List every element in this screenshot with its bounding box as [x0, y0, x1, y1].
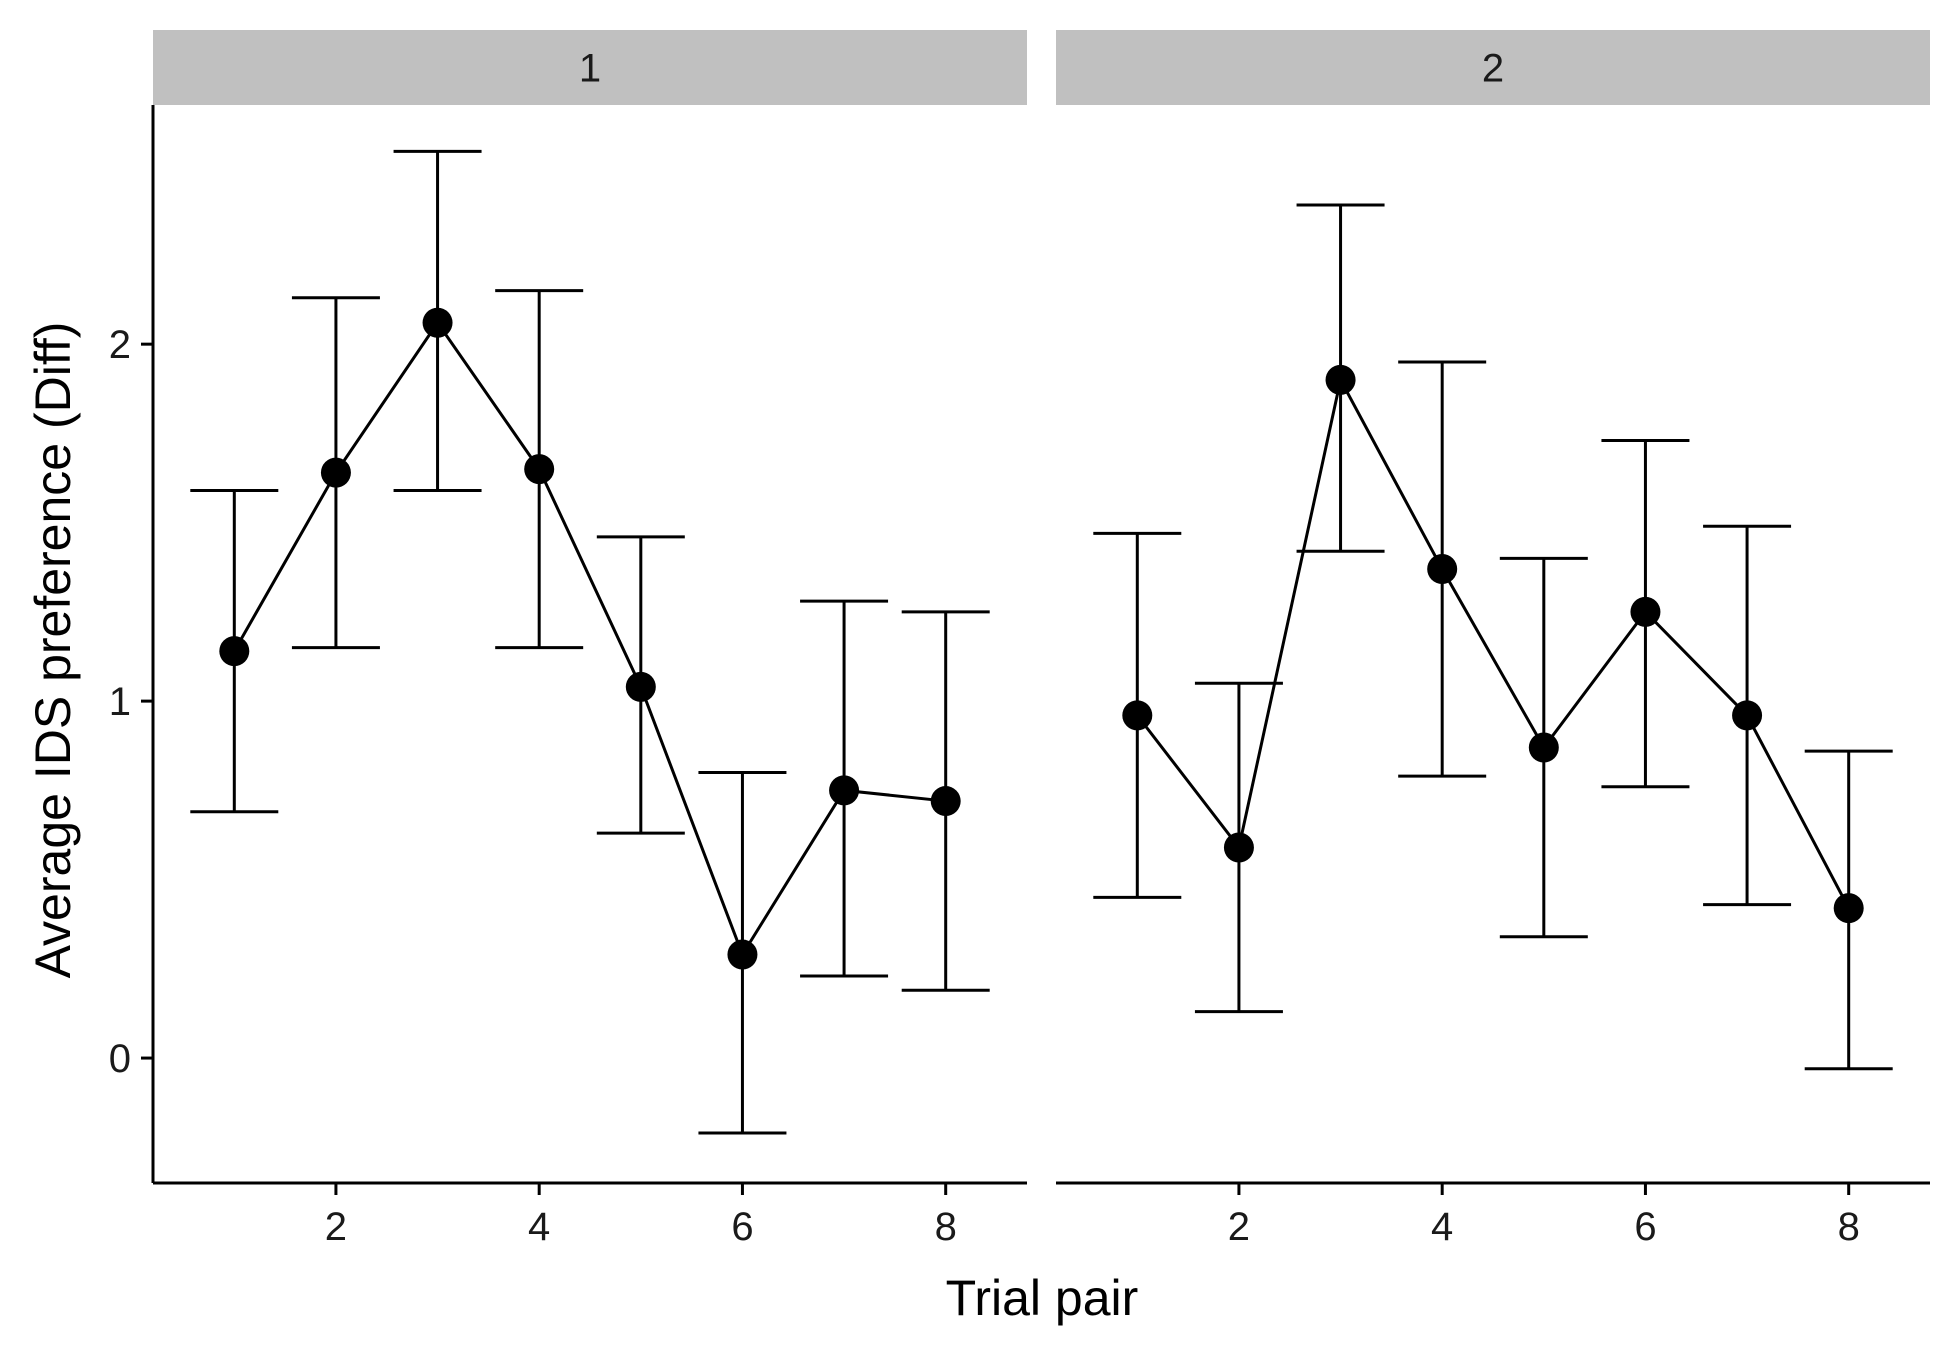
strip-label: 2: [1482, 47, 1504, 91]
series-line: [232, 320, 946, 958]
panels: 1 0 1 2 2 4 6 8 2 2 4 6 8: [109, 30, 1930, 1249]
x-tick-label: 4: [1431, 1205, 1453, 1249]
data-point: [1833, 893, 1864, 924]
data-point: [1528, 732, 1559, 763]
data-point: [219, 636, 250, 667]
x-axis-title: Trial pair: [946, 1270, 1139, 1326]
data-point: [829, 775, 860, 806]
x-tick-label: 4: [528, 1205, 550, 1249]
x-tick-label: 8: [935, 1205, 957, 1249]
data-point: [1427, 554, 1458, 585]
y-tick-label: 2: [109, 323, 131, 367]
x-tick-label: 6: [731, 1205, 753, 1249]
strip-background: [1056, 30, 1930, 105]
strip-label: 1: [579, 47, 601, 91]
x-tick-label: 6: [1634, 1205, 1656, 1249]
x-tick-label: 8: [1838, 1205, 1860, 1249]
y-axis-title: Average IDS preference (Diff): [25, 322, 81, 979]
panel-1: 1 0 1 2 2 4 6 8: [109, 30, 1027, 1249]
panel-2: 2 2 4 6 8: [1056, 30, 1930, 1249]
data-point: [625, 671, 656, 702]
series-line: [1136, 375, 1851, 909]
y-tick-label: 0: [109, 1037, 131, 1081]
data-point: [320, 457, 351, 488]
data-point: [1122, 700, 1153, 731]
x-tick-label: 2: [325, 1205, 347, 1249]
data-point: [1325, 364, 1356, 395]
data-point: [524, 454, 555, 485]
data-point: [422, 307, 453, 338]
y-tick-label: 1: [109, 680, 131, 724]
data-point: [1223, 832, 1254, 863]
data-point: [1630, 596, 1661, 627]
data-point: [1732, 700, 1763, 731]
x-tick-label: 2: [1228, 1205, 1250, 1249]
data-point: [727, 939, 758, 970]
strip-background: [153, 30, 1027, 105]
data-point: [930, 786, 961, 817]
